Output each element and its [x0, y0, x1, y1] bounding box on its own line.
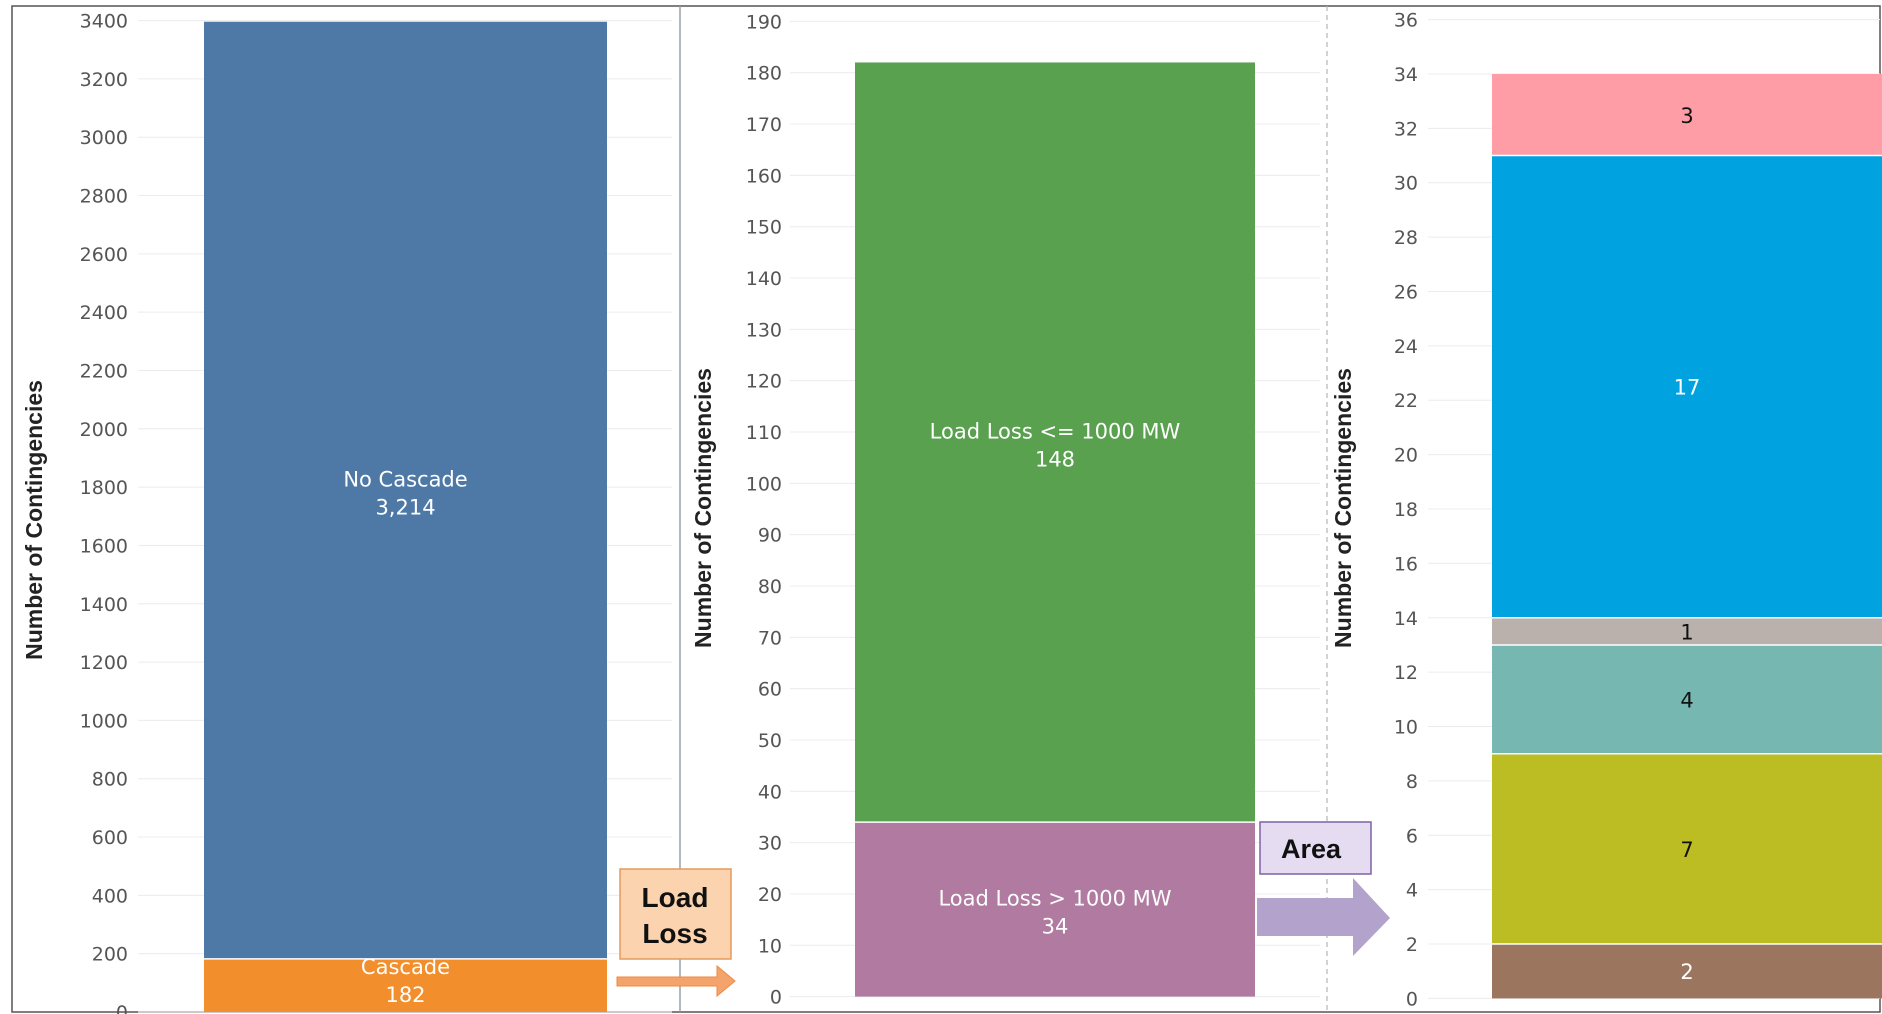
y-tick-label: 0 — [1406, 988, 1418, 1010]
y-tick-label: 0 — [116, 1002, 128, 1014]
y-tick-label: 120 — [746, 371, 782, 393]
y-tick-label: 2800 — [80, 186, 128, 208]
y-tick-label: 6 — [1406, 825, 1418, 847]
y-axis-label: Number of Contingencies — [1330, 368, 1356, 648]
area-box — [1259, 821, 1372, 875]
y-tick-label: 3200 — [80, 69, 128, 91]
y-tick-label: 400 — [92, 885, 128, 907]
bar-segment — [855, 822, 1255, 997]
bar-segment — [1492, 617, 1882, 645]
y-tick-label: 180 — [746, 63, 782, 85]
load-loss-chart: 0 10 20 30 40 50 60 70 80 90 100 110 120 130 140 150 160… — [690, 11, 1320, 1009]
y-tick-label: 90 — [758, 525, 782, 547]
y-tick-label: 28 — [1394, 227, 1418, 249]
y-tick-label: 100 — [746, 473, 782, 495]
bar-segment-value: 7 — [1680, 838, 1693, 862]
y-tick-label: 40 — [758, 781, 782, 803]
bar-segment — [1492, 155, 1882, 618]
y-tick-label: 130 — [746, 319, 782, 341]
y-tick-label: 32 — [1394, 118, 1418, 140]
bar-segment — [1492, 644, 1882, 754]
y-tick-label: 4 — [1406, 880, 1418, 902]
y-axis-label: Number of Contingencies — [21, 380, 47, 660]
y-tick-label: 10 — [758, 935, 782, 957]
y-tick-label: 20 — [758, 884, 782, 906]
y-tick-label: 16 — [1394, 553, 1418, 575]
y-tick-label: 30 — [758, 833, 782, 855]
y-tick-label: 22 — [1394, 390, 1418, 412]
y-tick-label: 50 — [758, 730, 782, 752]
y-tick-label: 170 — [746, 114, 782, 136]
area-callout: Area — [1257, 821, 1390, 956]
y-tick-label: 200 — [92, 944, 128, 966]
y-tick-label: 2000 — [80, 419, 128, 441]
bar-segment-value: 1 — [1680, 620, 1693, 644]
y-tick-label: 2 — [1406, 934, 1418, 956]
bar-segment — [204, 958, 607, 1012]
y-tick-label: 2400 — [80, 302, 128, 324]
bar-segment — [1492, 944, 1882, 999]
area-arrow-icon — [1257, 878, 1390, 956]
y-tick-label: 140 — [746, 268, 782, 290]
y-tick-label: 190 — [746, 11, 782, 33]
y-tick-label: 12 — [1394, 662, 1418, 684]
y-tick-label: 70 — [758, 627, 782, 649]
y-tick-label: 20 — [1394, 445, 1418, 467]
y-tick-label: 36 — [1394, 10, 1418, 32]
y-tick-label: 34 — [1394, 64, 1418, 86]
bar-segment-value: 3 — [1680, 104, 1693, 128]
y-tick-label: 0 — [770, 987, 782, 1009]
y-tick-label: 18 — [1394, 499, 1418, 521]
load-loss-label-line2: Loss — [642, 918, 707, 949]
y-tick-label: 2600 — [80, 244, 128, 266]
bar-segment-value: 3,214 — [375, 495, 435, 519]
y-tick-label: 14 — [1394, 608, 1418, 630]
y-tick-label: 1800 — [80, 477, 128, 499]
y-tick-label: 8 — [1406, 771, 1418, 793]
bar-segment-value: 2 — [1680, 960, 1693, 984]
area-label: Area — [1281, 834, 1342, 864]
bar-segment — [1492, 753, 1882, 945]
load-loss-label-line1: Load — [642, 882, 709, 913]
load-loss-callout: Load Loss — [616, 868, 736, 998]
y-tick-label: 1400 — [80, 594, 128, 616]
bar-segment-value: 148 — [1035, 447, 1075, 471]
y-tick-label: 160 — [746, 165, 782, 187]
y-tick-label: 24 — [1394, 336, 1418, 358]
bar-segment-value: 182 — [385, 983, 425, 1007]
y-tick-label: 26 — [1394, 281, 1418, 303]
bar-segment-value: 17 — [1674, 376, 1701, 400]
y-tick-label: 80 — [758, 576, 782, 598]
y-tick-label: 800 — [92, 769, 128, 791]
y-tick-label: 30 — [1394, 173, 1418, 195]
bar-segment — [204, 21, 607, 959]
y-tick-label: 3000 — [80, 127, 128, 149]
y-tick-label: 1200 — [80, 652, 128, 674]
y-axis-label: Number of Contingencies — [690, 368, 716, 648]
cascade-chart: 0 200 400 600 800 1000 1200 1400 1600 1800 2000 220… — [21, 11, 672, 1014]
y-tick-label: 10 — [1394, 717, 1418, 739]
area-chart: 024681012141618202224262830323436Number … — [1330, 10, 1882, 1010]
y-tick-label: 1000 — [80, 710, 128, 732]
y-tick-label: 3400 — [80, 11, 128, 33]
y-tick-label: 1600 — [80, 535, 128, 557]
bar-segment-value: 4 — [1680, 688, 1693, 712]
bar-segment-name: Load Loss <= 1000 MW — [930, 419, 1181, 443]
load-loss-box — [619, 868, 732, 960]
bar-segment-value: 34 — [1042, 914, 1069, 938]
y-tick-label: 60 — [758, 679, 782, 701]
bar-segment — [1492, 73, 1882, 156]
y-tick-label: 600 — [92, 827, 128, 849]
y-tick-label: 150 — [746, 217, 782, 239]
bar-segment — [855, 62, 1255, 823]
y-tick-label: 2200 — [80, 360, 128, 382]
load-loss-arrow-icon — [616, 964, 736, 998]
y-tick-label: 110 — [746, 422, 782, 444]
bar-segment-name: Load Loss > 1000 MW — [938, 886, 1171, 910]
bar-segment-name: No Cascade — [343, 467, 467, 491]
